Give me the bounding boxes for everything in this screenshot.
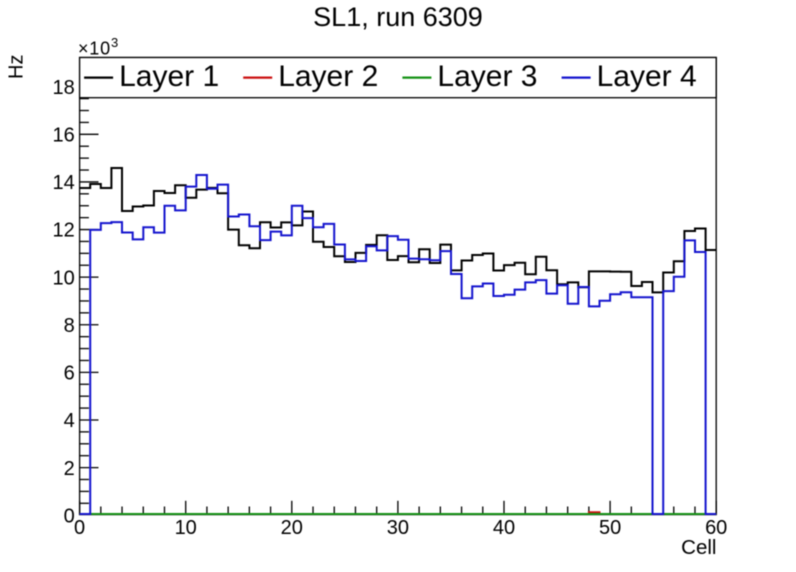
svg-text:10: 10 bbox=[175, 517, 197, 539]
svg-text:Layer 3: Layer 3 bbox=[437, 60, 537, 93]
svg-text:2: 2 bbox=[64, 458, 75, 480]
svg-text:8: 8 bbox=[64, 315, 75, 337]
svg-text:50: 50 bbox=[599, 517, 621, 539]
svg-text:Layer 4: Layer 4 bbox=[597, 60, 697, 93]
svg-text:Hz: Hz bbox=[5, 55, 27, 79]
svg-text:Layer 1: Layer 1 bbox=[119, 60, 219, 93]
svg-text:Layer 2: Layer 2 bbox=[278, 60, 378, 93]
svg-text:6: 6 bbox=[64, 363, 75, 385]
svg-text:20: 20 bbox=[281, 517, 303, 539]
svg-text:0: 0 bbox=[74, 517, 85, 539]
svg-text:×103: ×103 bbox=[78, 35, 119, 59]
svg-text:60: 60 bbox=[705, 517, 727, 539]
svg-text:30: 30 bbox=[387, 517, 409, 539]
svg-text:18: 18 bbox=[53, 77, 75, 99]
svg-text:10: 10 bbox=[53, 267, 75, 289]
svg-text:14: 14 bbox=[53, 172, 75, 194]
svg-text:16: 16 bbox=[53, 125, 75, 147]
svg-text:4: 4 bbox=[64, 410, 75, 432]
svg-text:SL1, run 6309: SL1, run 6309 bbox=[313, 2, 483, 32]
svg-text:Cell: Cell bbox=[681, 536, 716, 559]
svg-text:12: 12 bbox=[53, 220, 75, 242]
svg-text:40: 40 bbox=[493, 517, 515, 539]
svg-text:0: 0 bbox=[64, 505, 75, 527]
